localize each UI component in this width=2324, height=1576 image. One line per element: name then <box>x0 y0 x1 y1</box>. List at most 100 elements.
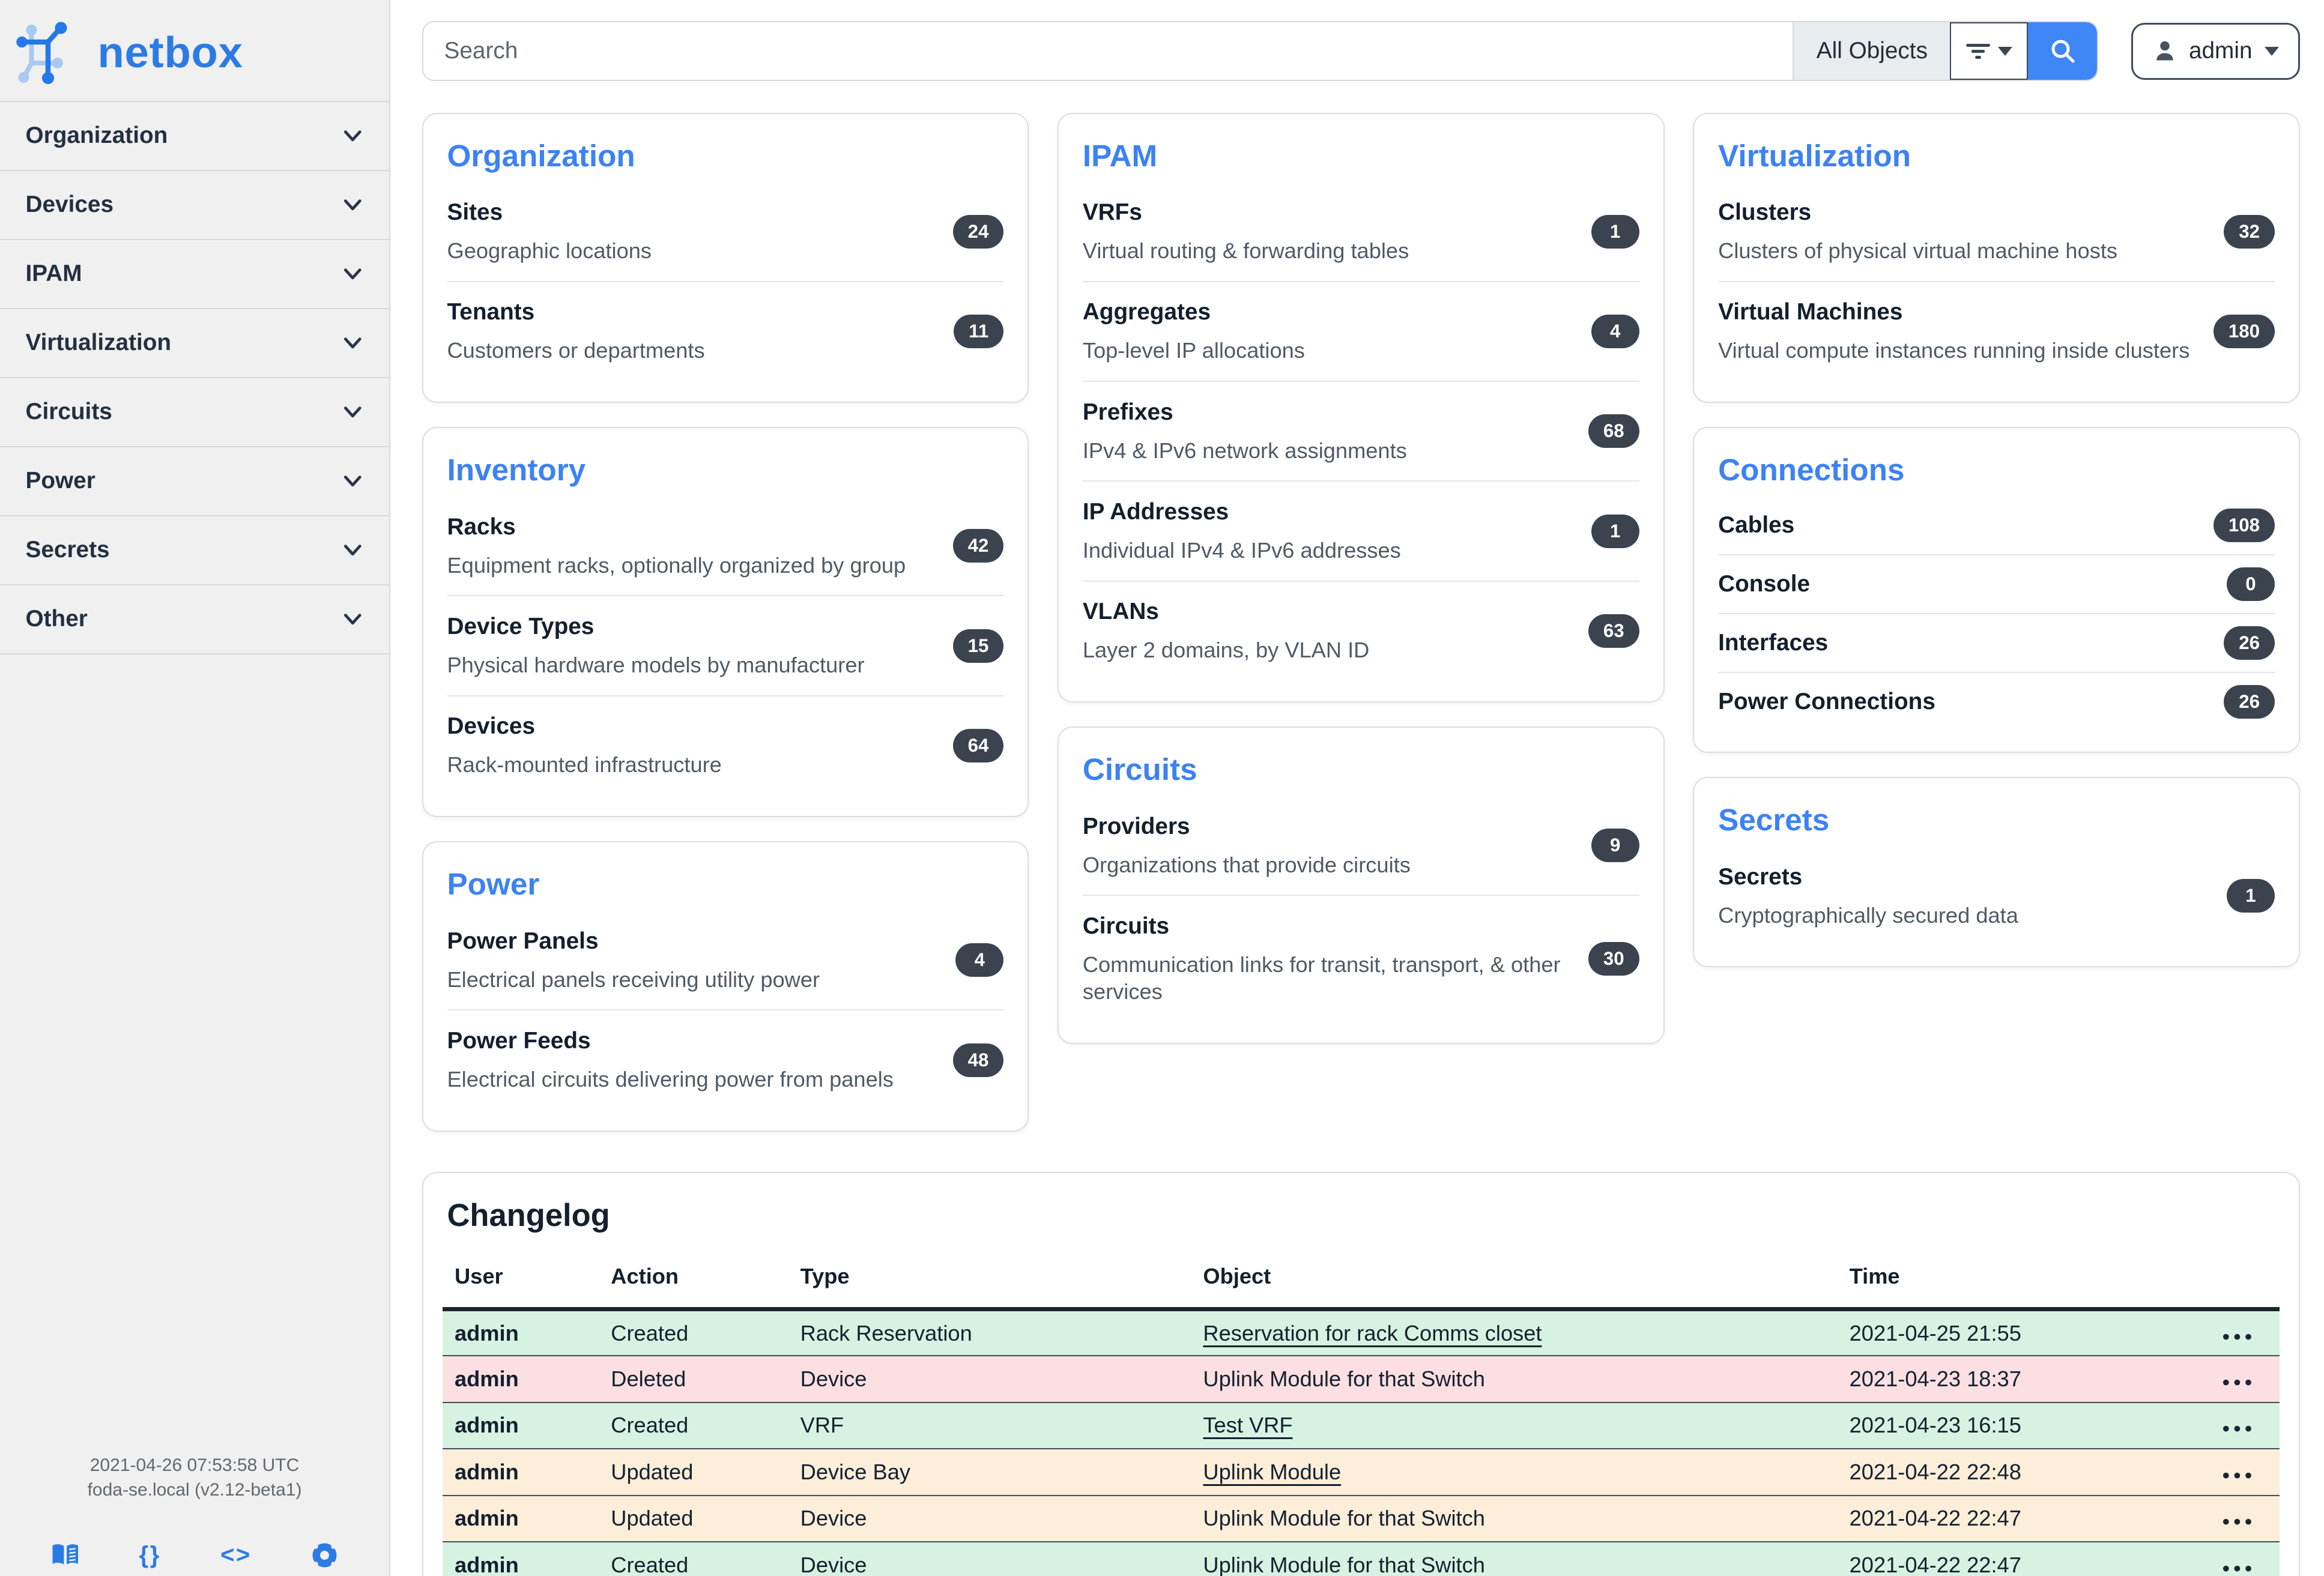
list-item-sites[interactable]: Sites Geographic locations 24 <box>447 183 1004 281</box>
row-action: Created <box>611 1413 689 1438</box>
list-item-circuits[interactable]: Circuits Communication links for transit,… <box>1082 895 1639 1022</box>
count-badge[interactable]: 4 <box>1591 314 1639 348</box>
count-badge[interactable]: 64 <box>952 728 1004 762</box>
sidebar-item-organization[interactable]: Organization <box>0 102 389 171</box>
search-button[interactable] <box>2028 22 2098 80</box>
netbox-logo[interactable]: netbox <box>0 0 389 101</box>
list-item-title-link[interactable]: Circuits <box>1082 913 1170 939</box>
list-item-interfaces[interactable]: Interfaces 26 <box>1718 613 2275 672</box>
list-item-prefixes[interactable]: Prefixes IPv4 & IPv6 network assignments 6… <box>1082 381 1639 480</box>
count-badge[interactable]: 1 <box>1591 514 1639 548</box>
list-item-power-connections[interactable]: Power Connections 26 <box>1718 672 2275 731</box>
list-item-title-link[interactable]: Aggregates <box>1082 299 1211 325</box>
card-secrets: Secrets Secrets Cryptographically secured … <box>1693 777 2300 968</box>
list-item-power-panels[interactable]: Power Panels Electrical panels receiving … <box>447 911 1004 1009</box>
sidebar-nav: Organization Devices IPAM Virtualization Cir… <box>0 100 389 654</box>
list-item-title-link[interactable]: Power Panels <box>447 928 599 954</box>
count-badge[interactable]: 108 <box>2213 509 2275 543</box>
list-item-text: Virtual Machines Virtual compute instance… <box>1718 298 2195 364</box>
list-item-ip-addresses[interactable]: IP Addresses Individual IPv4 & IPv6 addre… <box>1082 480 1639 580</box>
count-badge[interactable]: 1 <box>2226 879 2275 913</box>
list-item-title-link[interactable]: Devices <box>447 713 536 740</box>
list-item-devices[interactable]: Devices Rack-mounted infrastructure 64 <box>447 695 1004 795</box>
row-actions-ellipsis[interactable]: ●●● <box>2222 1374 2256 1389</box>
row-actions-ellipsis[interactable]: ●●● <box>2222 1328 2256 1344</box>
list-item-device-types[interactable]: Device Types Physical hardware models by … <box>447 595 1004 695</box>
count-badge[interactable]: 4 <box>955 943 1004 977</box>
list-item-title-link[interactable]: Virtual Machines <box>1718 299 1903 325</box>
object-link[interactable]: Test VRF <box>1203 1413 1293 1438</box>
list-item-title-link[interactable]: Interfaces <box>1718 629 1829 656</box>
count-badge[interactable]: 11 <box>954 314 1004 348</box>
user-menu-button[interactable]: admin <box>2131 22 2300 80</box>
list-item-title-link[interactable]: Cables <box>1718 512 1795 538</box>
list-item-tenants[interactable]: Tenants Customers or departments 11 <box>447 280 1004 381</box>
count-badge[interactable]: 26 <box>2224 626 2275 660</box>
sidebar-item-virtualization[interactable]: Virtualization <box>0 309 389 378</box>
count-badge[interactable]: 63 <box>1588 614 1639 648</box>
list-item-cables[interactable]: Cables 108 <box>1718 497 2275 554</box>
sidebar-item-power[interactable]: Power <box>0 447 389 516</box>
list-item-text: Racks Equipment racks, optionally organiz… <box>447 513 935 579</box>
list-item-title-link[interactable]: Racks <box>447 513 516 540</box>
list-item-vrfs[interactable]: VRFs Virtual routing & forwarding tables 1 <box>1083 183 1639 281</box>
count-badge[interactable]: 48 <box>952 1043 1004 1077</box>
count-badge[interactable]: 1 <box>1591 214 1639 249</box>
list-item-title-link[interactable]: VLANs <box>1082 599 1159 625</box>
count-badge[interactable]: 15 <box>952 629 1004 663</box>
row-user: admin <box>455 1552 519 1576</box>
row-actions-ellipsis[interactable]: ●●● <box>2222 1421 2256 1436</box>
list-item-description: Physical hardware models by manufacturer <box>447 652 865 677</box>
list-item-title-link[interactable]: Tenants <box>447 299 535 325</box>
row-actions-ellipsis[interactable]: ●●● <box>2222 1467 2256 1482</box>
list-item-aggregates[interactable]: Aggregates Top-level IP allocations 4 <box>1082 280 1639 381</box>
list-item-title-link[interactable]: VRFs <box>1082 199 1142 225</box>
list-item-console[interactable]: Console 0 <box>1718 554 2275 613</box>
list-item-title-link[interactable]: Sites <box>447 199 503 225</box>
list-item-vlans[interactable]: VLANs Layer 2 domains, by VLAN ID 63 <box>1082 580 1639 680</box>
count-badge[interactable]: 9 <box>1591 829 1639 863</box>
row-actions-ellipsis[interactable]: ●●● <box>2222 1514 2256 1529</box>
row-user: admin <box>455 1366 519 1391</box>
list-item-virtual-machines[interactable]: Virtual Machines Virtual compute instance… <box>1718 280 2275 381</box>
api-braces-icon[interactable]: {} <box>139 1541 161 1568</box>
sidebar-item-circuits[interactable]: Circuits <box>0 378 389 447</box>
changelog-title: Changelog <box>447 1198 610 1234</box>
sidebar-item-secrets[interactable]: Secrets <box>0 516 389 585</box>
count-badge[interactable]: 0 <box>2226 567 2275 602</box>
list-item-title-link[interactable]: Providers <box>1082 813 1190 839</box>
search-input[interactable] <box>423 22 1793 80</box>
list-item-power-feeds[interactable]: Power Feeds Electrical circuits deliverin… <box>447 1009 1004 1109</box>
list-item-racks[interactable]: Racks Equipment racks, optionally organiz… <box>447 497 1004 595</box>
sidebar-item-ipam[interactable]: IPAM <box>0 240 389 309</box>
list-item-title-link[interactable]: Device Types <box>447 613 595 639</box>
object-link[interactable]: Uplink Module <box>1203 1459 1342 1484</box>
code-icon[interactable]: <> <box>220 1541 252 1568</box>
list-item-title-link[interactable]: Power Connections <box>1718 688 1935 714</box>
count-badge[interactable]: 26 <box>2224 685 2275 719</box>
count-badge[interactable]: 30 <box>1588 942 1639 976</box>
docs-book-icon[interactable] <box>51 1542 80 1568</box>
list-item-title-link[interactable]: Secrets <box>1718 863 1803 890</box>
count-badge[interactable]: 42 <box>952 529 1004 563</box>
list-item-title-link[interactable]: IP Addresses <box>1082 498 1229 525</box>
search-scope-dropdown-button[interactable] <box>1950 22 2029 80</box>
count-badge[interactable]: 180 <box>2213 314 2275 348</box>
list-item-secrets[interactable]: Secrets Cryptographically secured data 1 <box>1718 847 2275 945</box>
list-item-title-link[interactable]: Power Feeds <box>447 1027 591 1054</box>
list-item-title-link[interactable]: Clusters <box>1718 199 1812 225</box>
list-item-title-link[interactable]: Prefixes <box>1082 399 1173 425</box>
sidebar-item-devices[interactable]: Devices <box>0 171 389 240</box>
list-item-providers[interactable]: Providers Organizations that provide circ… <box>1083 796 1639 895</box>
row-actions-ellipsis[interactable]: ●●● <box>2222 1560 2256 1575</box>
list-item-text: Power Feeds Electrical circuits deliverin… <box>447 1027 935 1093</box>
help-lifering-icon[interactable] <box>311 1542 338 1569</box>
count-badge[interactable]: 24 <box>952 214 1004 249</box>
object-link[interactable]: Reservation for rack Comms closet <box>1203 1320 1542 1345</box>
list-item-clusters[interactable]: Clusters Clusters of physical virtual mac… <box>1718 183 2275 281</box>
sidebar-item-other[interactable]: Other <box>0 585 389 654</box>
list-item-description: Layer 2 domains, by VLAN ID <box>1082 638 1370 663</box>
count-badge[interactable]: 68 <box>1588 414 1639 448</box>
count-badge[interactable]: 32 <box>2224 214 2275 249</box>
list-item-title-link[interactable]: Console <box>1718 570 1811 597</box>
